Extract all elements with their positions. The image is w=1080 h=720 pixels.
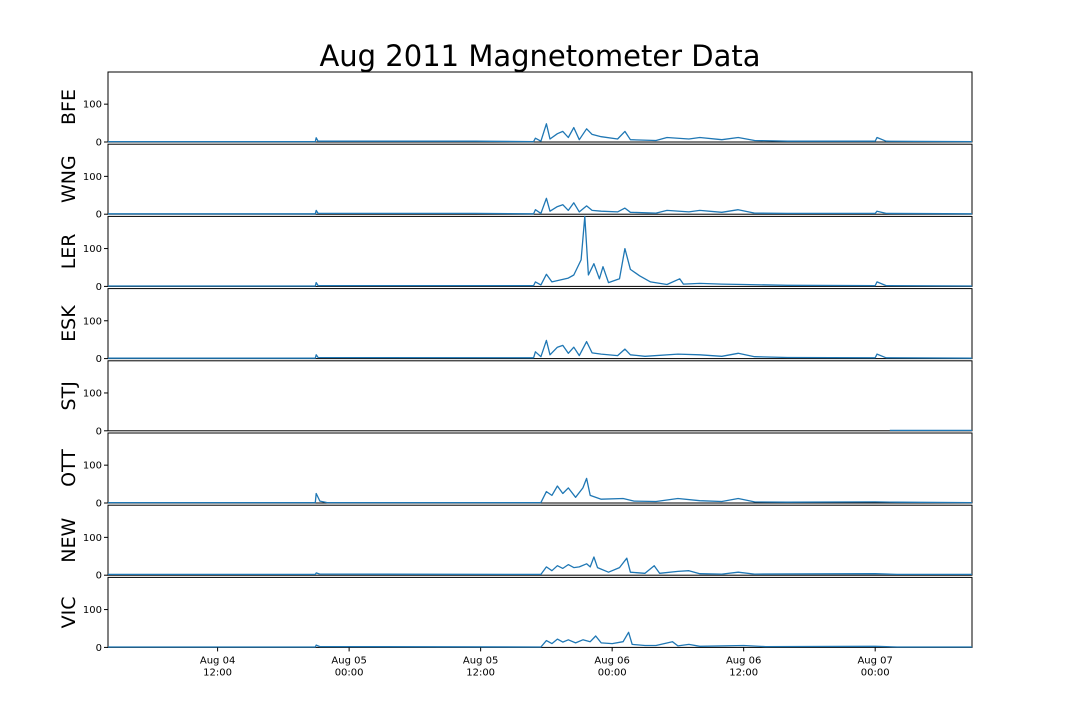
x-tick-label-time: 12:00: [466, 667, 495, 678]
y-tick-label: 100: [83, 244, 102, 255]
y-tick-label: 100: [83, 100, 102, 111]
ylabel-stj: STJ: [58, 381, 80, 410]
y-tick-label: 100: [83, 388, 102, 399]
panel-frame-ler: [107, 215, 973, 287]
ylabel-esk: ESK: [58, 305, 80, 342]
y-tick-label: 100: [83, 605, 102, 616]
y-tick-label: 0: [96, 210, 102, 221]
series-line-ler: [108, 215, 973, 287]
panel-frame-vic: [107, 576, 973, 648]
panel-frame-ott: [107, 432, 973, 504]
ylabel-vic: VIC: [58, 596, 80, 628]
series-line-ott: [108, 477, 973, 504]
y-tick-label: 0: [96, 499, 102, 510]
x-tick-label-time: 12:00: [203, 667, 232, 678]
ylabel-bfe: BFE: [58, 89, 80, 125]
x-tick-label-date: Aug 06: [726, 655, 761, 666]
panel-frame-esk: [107, 288, 973, 360]
x-tick-label-date: Aug 04: [200, 655, 235, 666]
panel-frame-wng: [107, 143, 973, 215]
panel-frame-new: [107, 504, 973, 576]
x-tick-label-time: 00:00: [861, 667, 890, 678]
x-tick-label-date: Aug 05: [331, 655, 366, 666]
y-tick-label: 100: [83, 461, 102, 472]
series-line-vic: [108, 631, 972, 648]
ylabel-ler: LER: [58, 234, 80, 270]
y-tick-label: 0: [96, 354, 102, 365]
y-tick-label: 0: [96, 282, 102, 293]
ylabel-ott: OTT: [58, 449, 80, 487]
chart-title: Aug 2011 Magnetometer Data: [319, 39, 760, 73]
y-tick-label: 0: [96, 643, 102, 654]
y-tick-label: 100: [83, 533, 102, 544]
ylabel-new: NEW: [58, 517, 80, 562]
y-tick-label: 0: [96, 426, 102, 437]
y-tick-label: 0: [96, 138, 102, 149]
y-tick-label: 0: [96, 571, 102, 582]
x-tick-label-time: 00:00: [335, 667, 364, 678]
ylabel-wng: WNG: [58, 155, 80, 203]
x-tick-label-date: Aug 05: [463, 655, 498, 666]
x-tick-label-time: 00:00: [598, 667, 627, 678]
y-tick-label: 100: [83, 172, 102, 183]
series-line-wng: [108, 197, 973, 215]
panels: 0100BFE0100WNG0100LER0100ESK0100STJ0100O…: [58, 71, 973, 654]
series-line-esk: [108, 339, 973, 359]
y-tick-label: 100: [83, 316, 102, 327]
x-tick-label-date: Aug 07: [857, 655, 892, 666]
panel-frame-bfe: [107, 71, 973, 143]
series-line-bfe: [108, 123, 973, 143]
series-line-new: [108, 556, 972, 576]
panel-frame-stj: [107, 360, 973, 432]
x-tick-label-time: 12:00: [729, 667, 758, 678]
x-tick-label-date: Aug 06: [594, 655, 629, 666]
